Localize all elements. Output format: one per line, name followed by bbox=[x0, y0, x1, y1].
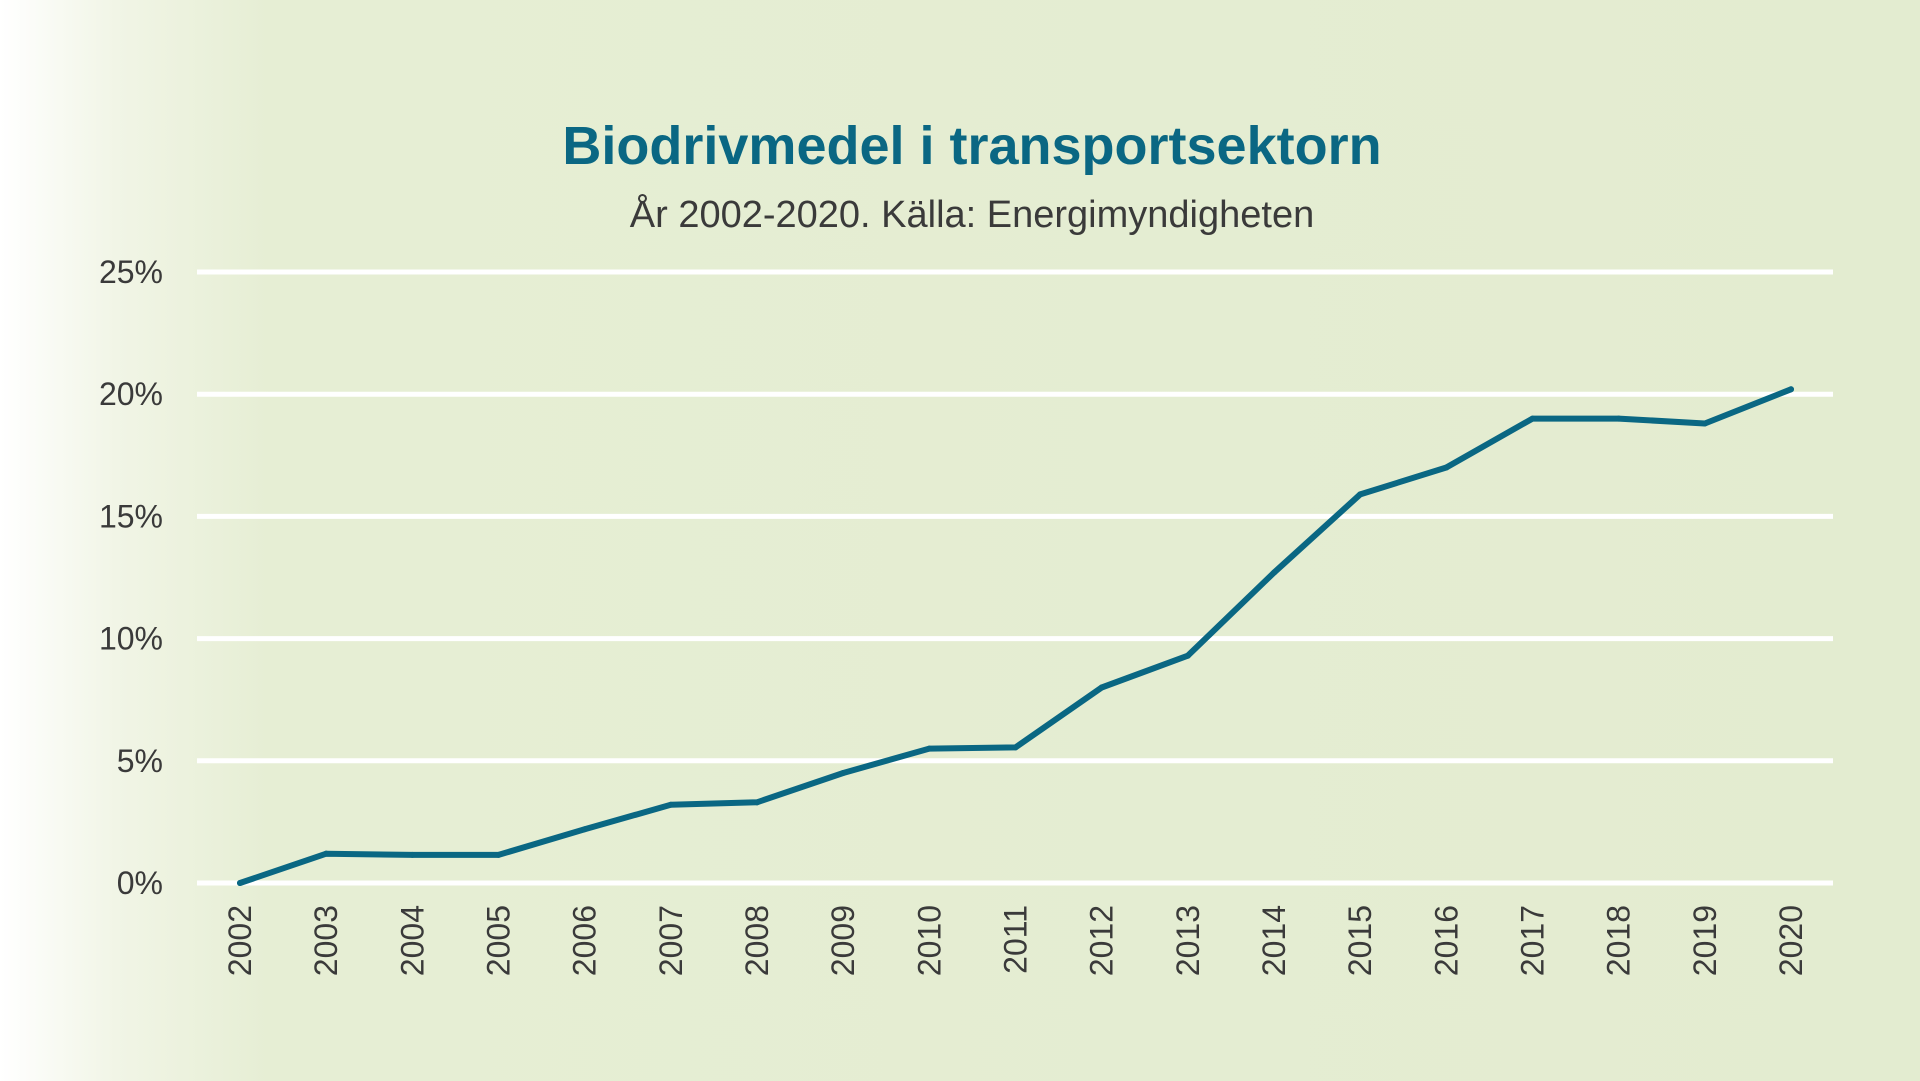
data-point bbox=[1788, 386, 1794, 393]
x-tick-label: 2014 bbox=[1256, 905, 1292, 976]
x-tick-label: 2004 bbox=[394, 905, 430, 976]
x-tick-label: 2019 bbox=[1687, 905, 1723, 976]
x-tick-label: 2013 bbox=[1170, 905, 1206, 976]
data-point bbox=[926, 745, 933, 752]
data-point bbox=[1271, 569, 1277, 576]
data-point bbox=[409, 851, 416, 858]
gridlines bbox=[197, 269, 1833, 886]
y-tick-label: 25% bbox=[99, 254, 163, 290]
data-point bbox=[581, 826, 588, 833]
data-point bbox=[1615, 415, 1622, 422]
x-tick-label: 2003 bbox=[308, 905, 344, 976]
x-tick-label: 2012 bbox=[1084, 905, 1120, 976]
data-point bbox=[1184, 652, 1191, 659]
data-point bbox=[840, 770, 847, 777]
x-tick-label: 2020 bbox=[1773, 905, 1809, 976]
x-tick-label: 2011 bbox=[998, 905, 1034, 974]
data-point bbox=[754, 799, 760, 806]
x-tick-label: 2007 bbox=[653, 905, 689, 976]
y-axis-tick-labels: 0% 5% 10% 15% 20% 25% bbox=[99, 254, 163, 901]
data-point bbox=[1443, 464, 1450, 471]
x-tick-label: 2015 bbox=[1342, 905, 1378, 976]
x-tick-label: 2009 bbox=[825, 905, 861, 976]
y-tick-label: 5% bbox=[117, 743, 163, 779]
data-point bbox=[1701, 420, 1708, 427]
y-tick-label: 0% bbox=[117, 865, 163, 901]
x-axis-tick-labels: 2002 2003 2004 2005 2006 2007 2008 2009 2010 2011… bbox=[222, 905, 1809, 976]
data-point bbox=[1529, 415, 1536, 422]
x-tick-label: 2018 bbox=[1601, 905, 1637, 976]
x-tick-label: 2010 bbox=[911, 905, 947, 976]
data-point bbox=[495, 851, 502, 858]
chart-title: Biodrivmedel i transportsektorn bbox=[562, 116, 1381, 176]
data-point bbox=[323, 850, 330, 857]
series-layer bbox=[237, 386, 1794, 886]
y-tick-label: 20% bbox=[99, 376, 163, 412]
data-point bbox=[237, 880, 243, 886]
x-tick-label: 2008 bbox=[739, 905, 775, 976]
x-tick-label: 2017 bbox=[1515, 905, 1551, 976]
chart-subtitle: År 2002-2020. Källa: Energimyndigheten bbox=[630, 192, 1314, 236]
x-tick-label: 2016 bbox=[1428, 905, 1464, 976]
y-tick-label: 15% bbox=[99, 498, 163, 534]
data-point bbox=[1098, 684, 1105, 691]
x-tick-label: 2002 bbox=[222, 905, 258, 976]
data-point bbox=[1357, 491, 1364, 498]
data-point bbox=[1012, 744, 1019, 751]
y-tick-label: 10% bbox=[99, 621, 163, 657]
data-point bbox=[667, 801, 674, 808]
x-tick-label: 2006 bbox=[567, 905, 603, 976]
x-tick-label: 2005 bbox=[481, 905, 517, 976]
